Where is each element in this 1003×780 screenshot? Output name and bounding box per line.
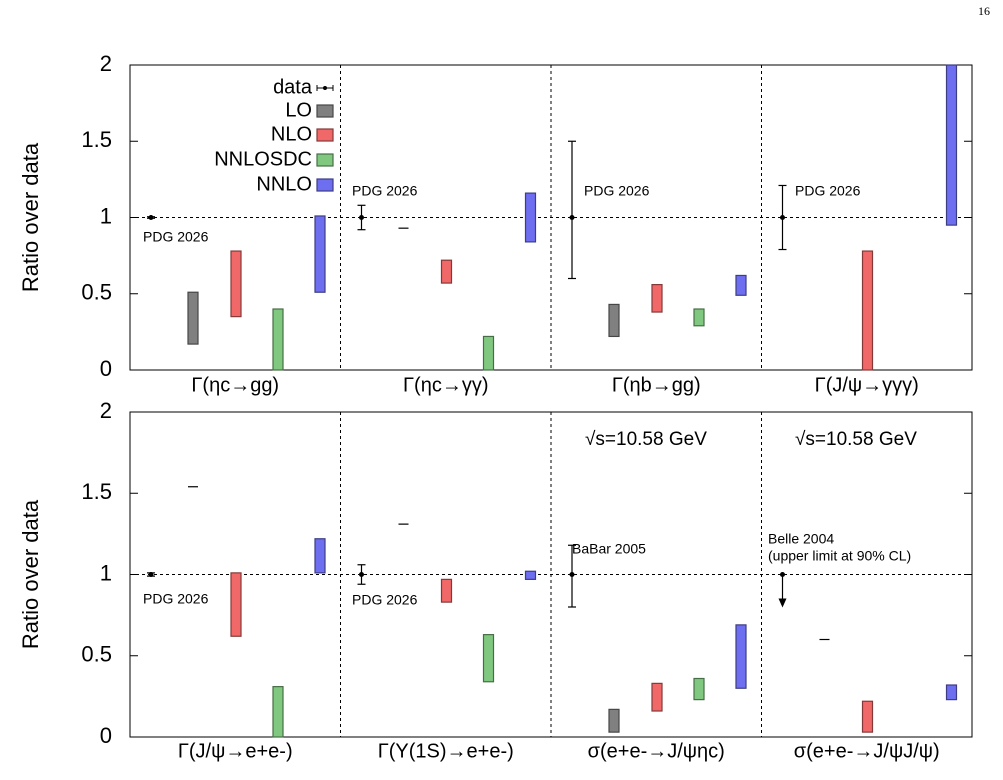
y-tick-label: 0 — [100, 723, 112, 748]
y-tick-label: 0.5 — [81, 642, 112, 667]
range-bar — [608, 303, 620, 338]
y-tick-label: 1.5 — [81, 127, 112, 152]
data-point — [359, 215, 364, 220]
annotation: PDG 2026 — [584, 183, 650, 199]
data-point — [148, 572, 154, 577]
range-bar — [187, 291, 199, 345]
range-bar — [230, 572, 242, 637]
data-point — [148, 215, 154, 220]
range-bar — [524, 570, 537, 580]
annotation: PDG 2026 — [143, 591, 209, 607]
data-point — [359, 572, 364, 577]
y-tick-label: 2 — [100, 51, 112, 76]
range-bar — [735, 274, 747, 296]
annotation: (upper limit at 90% CL) — [768, 548, 911, 564]
category-label: Γ(Υ(1S)→e+e-) — [378, 740, 514, 762]
category-label: σ(e+e-→J/ψJ/ψ) — [794, 740, 940, 762]
category-label: Γ(ηc→gg) — [191, 374, 279, 396]
y-tick-label: 0.5 — [81, 280, 112, 305]
range-bar — [945, 64, 958, 226]
category-label: Γ(ηc→γγ) — [403, 374, 488, 396]
range-bar — [482, 335, 495, 371]
legend-swatch — [316, 104, 334, 118]
range-bar — [314, 215, 326, 293]
category-label: Γ(J/ψ→γγγ) — [815, 374, 919, 396]
range-bar — [524, 192, 537, 243]
y-axis-label: Ratio over data — [18, 142, 43, 292]
data-point — [780, 215, 785, 220]
range-bar — [651, 682, 663, 712]
y-tick-label: 1 — [100, 560, 112, 585]
page-number: 16 — [978, 4, 990, 18]
data-point — [569, 572, 575, 577]
range-bar — [608, 708, 620, 733]
y-axis-label: Ratio over data — [18, 499, 43, 649]
legend-sample — [323, 86, 327, 90]
annotation: PDG 2026 — [352, 183, 418, 199]
category-label: σ(e+e-→J/ψηc) — [588, 740, 725, 762]
legend-label: NNLO — [256, 173, 312, 195]
upper-limit-arrowhead — [778, 598, 787, 608]
legend-label: NNLOSDC — [214, 148, 312, 170]
annotation: Belle 2004 — [768, 531, 834, 547]
legend-label: LO — [285, 99, 312, 121]
range-bar — [861, 250, 874, 371]
annotation: PDG 2026 — [352, 592, 418, 608]
y-tick-label: 2 — [100, 398, 112, 423]
range-bar — [440, 578, 453, 603]
category-label: Γ(ηb→gg) — [612, 374, 701, 396]
legend-label: data — [273, 76, 313, 98]
range-bar — [693, 677, 705, 701]
range-bar — [693, 308, 705, 327]
annotation: BaBar 2005 — [572, 541, 646, 557]
annotation: √s=10.58 GeV — [795, 429, 917, 450]
legend-swatch — [316, 178, 334, 192]
legend-swatch — [316, 153, 334, 167]
range-bar — [314, 538, 326, 574]
annotation: √s=10.58 GeV — [585, 429, 707, 450]
legend-label: NLO — [271, 123, 312, 145]
range-bar — [861, 700, 874, 733]
data-point — [569, 215, 575, 220]
range-bar — [272, 686, 284, 738]
data-point — [780, 572, 785, 577]
category-label: Γ(J/ψ→e+e-) — [178, 740, 293, 762]
y-tick-label: 1 — [100, 203, 112, 228]
range-bar — [735, 624, 747, 689]
annotation: PDG 2026 — [795, 183, 861, 199]
range-bar — [272, 308, 284, 371]
y-tick-label: 1.5 — [81, 479, 112, 504]
range-bar — [651, 284, 663, 313]
range-bar — [945, 684, 958, 701]
range-bar — [482, 634, 495, 683]
annotation: PDG 2026 — [143, 229, 209, 245]
legend-swatch — [316, 128, 334, 142]
range-bar — [230, 250, 242, 318]
y-tick-label: 0 — [100, 356, 112, 381]
range-bar — [440, 259, 453, 284]
